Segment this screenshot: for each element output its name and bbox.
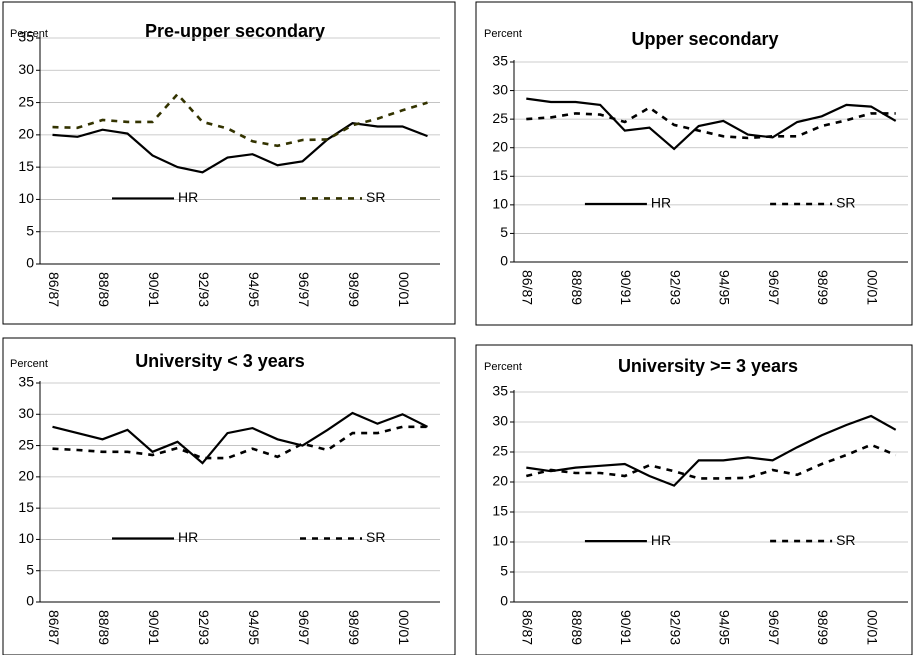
series-line [52,92,428,148]
series-line [526,97,897,151]
legend-label: HR [651,195,671,211]
legend-label: SR [366,189,385,205]
y-tick-label: 15 [18,158,34,174]
y-tick-label: 10 [492,533,508,549]
y-tick-label: 25 [492,110,508,126]
y-tick-label: 10 [18,190,34,206]
y-tick-label: 30 [492,413,508,429]
series-line [52,425,428,460]
series-line [52,411,428,465]
x-tick-label: 88/89 [96,610,112,645]
y-axis-label: Percent [10,358,48,370]
y-tick-label: 5 [26,222,34,238]
x-tick-label: 00/01 [864,610,880,645]
panel-frame [2,337,456,655]
x-tick-label: 94/95 [246,272,262,307]
x-tick-label: 96/97 [296,272,312,307]
x-tick-label: 94/95 [717,270,733,305]
y-tick-label: 0 [26,255,34,271]
x-tick-label: 92/93 [196,610,212,645]
chart-title: University >= 3 years [618,356,798,376]
x-tick-label: 92/93 [667,270,683,305]
y-tick-label: 20 [18,126,34,142]
x-tick-label: 88/89 [96,272,112,307]
x-tick-label: 86/87 [46,610,62,645]
x-tick-label: 88/89 [569,610,585,645]
x-tick-label: 94/95 [246,610,262,645]
legend-label: SR [836,195,855,211]
x-tick-label: 94/95 [717,610,733,645]
x-tick-label: 96/97 [296,610,312,645]
y-tick-label: 35 [18,29,34,45]
x-tick-label: 90/91 [146,610,162,645]
x-tick-label: 88/89 [569,270,585,305]
y-tick-label: 30 [18,61,34,77]
y-tick-label: 10 [492,196,508,212]
series-line [52,122,428,174]
y-tick-label: 20 [18,468,34,484]
x-tick-label: 90/91 [146,272,162,307]
y-tick-label: 5 [500,563,508,579]
y-tick-label: 10 [18,530,34,546]
y-tick-label: 20 [492,473,508,489]
legend-label: HR [178,529,198,545]
series-line [526,106,896,140]
x-tick-label: 96/97 [766,610,782,645]
x-tick-label: 98/99 [346,610,362,645]
x-tick-label: 98/99 [815,270,831,305]
legend-label: HR [178,189,198,205]
chart-title: Upper secondary [631,29,778,49]
y-tick-label: 25 [492,443,508,459]
panel-frame [475,344,913,655]
y-tick-label: 30 [492,81,508,97]
x-tick-label: 00/01 [864,270,880,305]
y-tick-label: 25 [18,436,34,452]
x-tick-label: 90/91 [618,610,634,645]
y-tick-label: 0 [26,593,34,609]
chart-title: University < 3 years [135,351,305,371]
x-tick-label: 92/93 [667,610,683,645]
x-tick-label: 86/87 [520,270,536,305]
x-tick-label: 92/93 [196,272,212,307]
y-tick-label: 5 [500,224,508,240]
y-tick-label: 35 [492,383,508,399]
x-tick-label: 86/87 [520,610,536,645]
x-tick-label: 86/87 [46,272,62,307]
panel-frame [475,1,913,326]
panel-frame [2,1,456,325]
chart-title: Pre-upper secondary [145,21,325,41]
series-line [526,414,897,487]
legend-label: HR [651,532,671,548]
y-tick-label: 30 [18,405,34,421]
x-tick-label: 90/91 [618,270,634,305]
x-tick-label: 98/99 [815,610,831,645]
y-tick-label: 15 [492,167,508,183]
y-axis-label: Percent [484,361,522,373]
x-tick-label: 00/01 [396,272,412,307]
x-tick-label: 00/01 [396,610,412,645]
x-tick-label: 98/99 [346,272,362,307]
series-line [525,443,897,480]
legend-label: SR [836,532,855,548]
y-axis-label: Percent [10,28,48,40]
y-tick-label: 0 [500,253,508,269]
legend-label: SR [366,529,385,545]
y-tick-label: 5 [26,561,34,577]
x-tick-label: 96/97 [766,270,782,305]
y-tick-label: 15 [492,503,508,519]
y-tick-label: 35 [492,53,508,69]
y-tick-label: 20 [492,138,508,154]
y-tick-label: 0 [500,593,508,609]
y-tick-label: 35 [18,374,34,390]
y-tick-label: 15 [18,499,34,515]
y-tick-label: 25 [18,93,34,109]
y-axis-label: Percent [484,28,522,40]
